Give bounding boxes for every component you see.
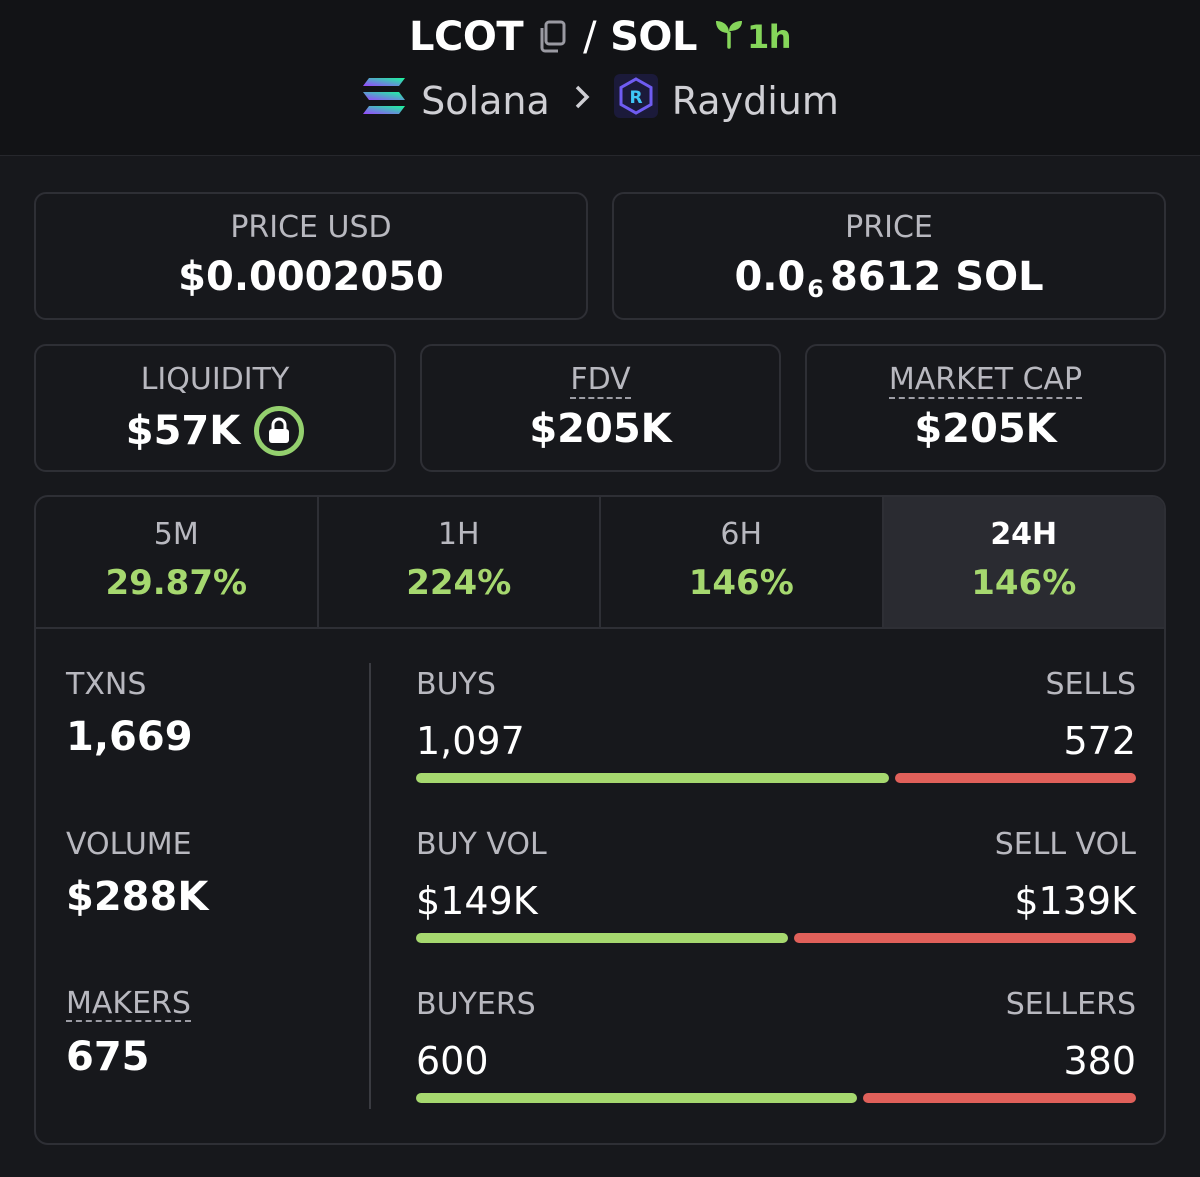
lock-icon[interactable] [254, 406, 305, 456]
makers-value: 675 [66, 1034, 150, 1080]
sellers-bar-segment [862, 1093, 1136, 1103]
timeframe-tabs: 5M 29.87% 1H 224% 6H 146% 24H 146% [36, 497, 1164, 629]
pair-age-value: 1h [746, 18, 792, 56]
fdv-value: $205K [529, 406, 672, 452]
sells-bar-segment [895, 773, 1136, 783]
liquidity-value-row: $57K [36, 406, 394, 456]
tab-5m-label: 5M [153, 517, 199, 552]
sellers-label: SELLERS [1005, 987, 1136, 1022]
tab-6h-change: 146% [688, 563, 794, 603]
price-native-zero-count: 6 [807, 275, 824, 303]
txn-stats-panel: 5M 29.87% 1H 224% 6H 146% 24H 146% TXNS … [34, 495, 1166, 1145]
tab-5m[interactable]: 5M 29.87% [36, 497, 319, 627]
buyers-value: 600 [416, 1039, 489, 1083]
price-usd-value: $0.0002050 [178, 254, 444, 300]
volume-label: VOLUME [66, 827, 192, 862]
chevron-right-icon [572, 81, 592, 121]
raydium-logo: R [613, 74, 658, 127]
makers-metric: MAKERS 675 [66, 987, 191, 1080]
tab-1h[interactable]: 1H 224% [319, 497, 601, 627]
price-native-digits: 8612 SOL [830, 254, 1044, 300]
fdv-card: FDV $205K [420, 344, 781, 472]
fdv-label[interactable]: FDV [570, 362, 631, 399]
tab-1h-label: 1H [437, 517, 480, 552]
tab-24h-change: 146% [971, 563, 1077, 603]
buy-vol-label: BUY VOL [416, 827, 547, 862]
buy-sell-volume-ratio-bar [416, 933, 1136, 943]
copy-icon[interactable] [535, 17, 569, 57]
sell-vol-value: $139K [1014, 879, 1136, 923]
market-cap-value: $205K [914, 406, 1057, 452]
tab-5m-change: 29.87% [105, 563, 248, 603]
price-native-card: PRICE 0.0 6 8612 SOL [612, 192, 1166, 320]
buyers-sellers-ratio-bar [416, 1093, 1136, 1103]
base-token-symbol: LCOT [409, 14, 524, 60]
market-cap-label[interactable]: MARKET CAP [888, 362, 1083, 399]
sell-vol-label: SELL VOL [994, 827, 1136, 862]
price-native-prefix: 0.0 [734, 254, 806, 300]
buyers-sellers-row: BUYERS SELLERS 600 380 [416, 987, 1136, 1107]
buyers-bar-segment [416, 1093, 857, 1103]
makers-label[interactable]: MAKERS [66, 986, 191, 1022]
tab-24h[interactable]: 24H 146% [883, 497, 1164, 627]
txns-metric: TXNS 1,669 [66, 667, 193, 760]
tab-24h-label: 24H [990, 517, 1058, 552]
liquidity-value: $57K [125, 408, 241, 454]
sells-value: 572 [1063, 719, 1136, 763]
chain-breadcrumb: Solana R Raydium [0, 74, 1200, 127]
buys-sells-ratio-bar [416, 773, 1136, 783]
price-native-value: 0.0 6 8612 SOL [614, 254, 1164, 303]
market-cap-label-wrap[interactable]: MARKET CAP [807, 362, 1164, 399]
buy-vol-bar-segment [416, 933, 789, 943]
pair-age: 1h [713, 17, 791, 57]
volume-metric: VOLUME $288K [66, 827, 208, 920]
volume-value: $288K [66, 874, 209, 920]
buys-label: BUYS [416, 667, 496, 702]
txns-value: 1,669 [66, 714, 193, 760]
sellers-value: 380 [1063, 1039, 1136, 1083]
buy-vol-value: $149K [416, 879, 538, 923]
pair-title: LCOT / SOL 1h [0, 14, 1200, 60]
buys-bar-segment [416, 773, 890, 783]
svg-text:R: R [629, 88, 642, 108]
pair-separator: / [583, 14, 597, 60]
liquidity-card: LIQUIDITY $57K [34, 344, 396, 472]
dex-name-link[interactable]: Raydium [671, 78, 839, 123]
chain-name-link[interactable]: Solana [421, 78, 550, 123]
pair-header: LCOT / SOL 1h [0, 0, 1200, 156]
buys-value: 1,097 [416, 719, 525, 763]
price-native-label: PRICE [845, 210, 933, 245]
solana-logo [361, 76, 407, 125]
txns-label: TXNS [66, 667, 147, 702]
tab-6h[interactable]: 6H 146% [601, 497, 884, 627]
price-usd-label: PRICE USD [230, 210, 392, 245]
buyers-label: BUYERS [416, 987, 536, 1022]
fdv-label-wrap[interactable]: FDV [422, 362, 779, 399]
sells-label: SELLS [1045, 667, 1136, 702]
market-cap-card: MARKET CAP $205K [805, 344, 1166, 472]
buys-sells-row: BUYS SELLS 1,097 572 [416, 667, 1136, 787]
tab-6h-label: 6H [720, 517, 763, 552]
price-usd-card: PRICE USD $0.0002050 [34, 192, 588, 320]
column-divider [369, 663, 371, 1109]
quote-token-symbol: SOL [610, 14, 697, 60]
buy-sell-volume-row: BUY VOL SELL VOL $149K $139K [416, 827, 1136, 947]
tab-1h-change: 224% [406, 563, 512, 603]
sell-vol-bar-segment [794, 933, 1136, 943]
seedling-icon [713, 17, 745, 57]
liquidity-label: LIQUIDITY [140, 362, 290, 397]
